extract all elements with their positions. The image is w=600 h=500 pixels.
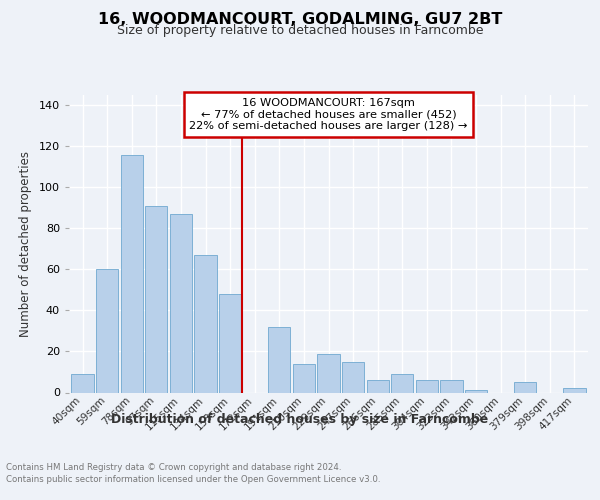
Bar xyxy=(96,270,118,392)
Bar xyxy=(416,380,438,392)
Bar xyxy=(391,374,413,392)
Y-axis label: Number of detached properties: Number of detached properties xyxy=(19,151,32,337)
Text: 16 WOODMANCOURT: 167sqm
← 77% of detached houses are smaller (452)
22% of semi-d: 16 WOODMANCOURT: 167sqm ← 77% of detache… xyxy=(190,98,467,131)
Bar xyxy=(317,354,340,393)
Bar xyxy=(170,214,192,392)
Bar xyxy=(342,362,364,392)
Text: Contains HM Land Registry data © Crown copyright and database right 2024.: Contains HM Land Registry data © Crown c… xyxy=(6,462,341,471)
Text: Distribution of detached houses by size in Farncombe: Distribution of detached houses by size … xyxy=(112,412,488,426)
Text: 16, WOODMANCOURT, GODALMING, GU7 2BT: 16, WOODMANCOURT, GODALMING, GU7 2BT xyxy=(98,12,502,28)
Bar xyxy=(465,390,487,392)
Bar xyxy=(145,206,167,392)
Bar xyxy=(194,255,217,392)
Bar xyxy=(71,374,94,392)
Bar xyxy=(219,294,241,392)
Bar xyxy=(440,380,463,392)
Bar xyxy=(563,388,586,392)
Text: Contains public sector information licensed under the Open Government Licence v3: Contains public sector information licen… xyxy=(6,475,380,484)
Bar xyxy=(367,380,389,392)
Bar xyxy=(293,364,315,392)
Bar xyxy=(121,154,143,392)
Bar xyxy=(268,327,290,392)
Text: Size of property relative to detached houses in Farncombe: Size of property relative to detached ho… xyxy=(117,24,483,37)
Bar xyxy=(514,382,536,392)
